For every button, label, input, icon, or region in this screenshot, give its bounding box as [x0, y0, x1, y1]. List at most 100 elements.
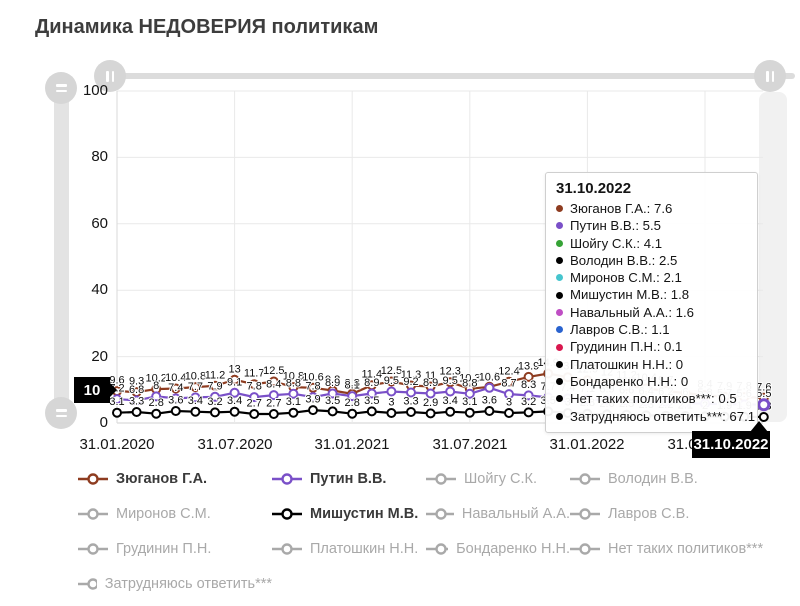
svg-text:10.6: 10.6	[479, 371, 500, 383]
svg-text:2.9: 2.9	[423, 397, 438, 409]
svg-text:3.4: 3.4	[443, 395, 458, 407]
horizontal-zoom-track[interactable]	[108, 73, 795, 79]
svg-text:12.3: 12.3	[439, 366, 460, 378]
grip-horizontal-icon	[55, 84, 67, 92]
x-tick-label: 31.01.2020	[79, 436, 155, 453]
legend-item-label: Платошкин Н.Н.	[310, 540, 419, 557]
legend-marker-icon	[272, 507, 302, 520]
svg-text:8.9: 8.9	[364, 377, 379, 389]
svg-text:3.2: 3.2	[521, 396, 536, 408]
legend-item[interactable]: Платошкин Н.Н.	[272, 531, 426, 566]
legend-item-label: Миронов С.М.	[116, 505, 211, 522]
svg-text:3.3: 3.3	[129, 396, 144, 408]
svg-text:11.2: 11.2	[205, 369, 226, 381]
tooltip-item-text: Лавров С.В.: 1.1	[570, 322, 670, 338]
tooltip-item: Лавров С.В.: 1.1	[556, 321, 747, 338]
svg-text:2.7: 2.7	[247, 398, 262, 410]
legend-item[interactable]: Мишустин М.В.	[272, 496, 426, 531]
legend-item[interactable]: Нет таких политиков***	[570, 531, 800, 566]
x-tick-label: 31.01.2021	[314, 436, 390, 453]
tooltip-item-text: Навальный А.А.: 1.6	[570, 304, 694, 320]
series-bullet-icon	[556, 395, 563, 403]
svg-text:3.1: 3.1	[286, 396, 301, 408]
legend-marker-icon	[78, 472, 108, 485]
svg-text:7.8: 7.8	[247, 381, 262, 393]
tooltip-item-text: Мишустин М.В.: 1.8	[570, 287, 690, 303]
legend-item[interactable]: Навальный А.А.	[426, 496, 570, 531]
value-axis-band	[759, 92, 787, 422]
x-axis-hover-label: 31.10.2022	[692, 421, 770, 458]
legend-marker-icon	[78, 507, 108, 520]
legend-marker-icon	[78, 542, 108, 555]
tooltip-item: Платошкин Н.Н.: 0	[556, 356, 747, 373]
y-tick-label: 40	[91, 281, 108, 298]
zoom-handle-right[interactable]	[754, 60, 786, 92]
legend-item[interactable]: Зюганов Г.А.	[78, 461, 272, 496]
y-tick-label: 60	[91, 215, 108, 232]
svg-text:10.3: 10.3	[459, 372, 480, 384]
tooltip-item: Бондаренко Н.Н.: 0	[556, 373, 747, 390]
y-axis-hover-value: 10	[83, 381, 101, 399]
svg-text:10.8: 10.8	[283, 371, 304, 383]
legend-marker-icon	[426, 542, 449, 555]
svg-text:9.5: 9.5	[384, 375, 399, 387]
tooltip-item-text: Бондаренко Н.Н.: 0	[570, 373, 689, 389]
svg-text:2.8: 2.8	[345, 397, 360, 409]
y-tick-label: 20	[91, 348, 108, 365]
svg-text:10.4: 10.4	[165, 372, 186, 384]
zoom-handle-left[interactable]	[94, 60, 126, 92]
legend-item-label: Лавров С.В.	[608, 505, 690, 522]
legend-item-label: Бондаренко Н.Н.	[456, 540, 570, 557]
tooltip-item-text: Зюганов Г.А.: 7.6	[570, 201, 673, 216]
legend-item[interactable]: Миронов С.М.	[78, 496, 272, 531]
legend-item-label: Шойгу С.К.	[464, 470, 537, 487]
svg-text:7.4: 7.4	[168, 382, 183, 394]
svg-text:3.1: 3.1	[109, 396, 124, 408]
tooltip-item-text: Миронов С.М.: 2.1	[570, 270, 682, 286]
legend-marker-icon	[570, 542, 600, 555]
legend-item[interactable]: Володин В.В.	[570, 461, 800, 496]
legend-item[interactable]: Бондаренко Н.Н.	[426, 531, 570, 566]
svg-text:10.2: 10.2	[145, 373, 166, 385]
y-axis-hover-label: 10	[74, 377, 117, 403]
svg-text:3: 3	[388, 397, 394, 409]
svg-text:3.6: 3.6	[482, 395, 497, 407]
tooltip-item-text: Путин В.В.: 5.5	[570, 218, 662, 234]
svg-text:8.8: 8.8	[462, 377, 477, 389]
legend-marker-icon	[426, 507, 454, 520]
series-bullet-icon	[556, 274, 563, 282]
series-bullet-icon	[556, 291, 563, 299]
x-tick-label: 31.07.2021	[432, 436, 508, 453]
tooltip-item: Грудинин П.Н.: 0.1	[556, 338, 747, 355]
legend-item[interactable]: Лавров С.В.	[570, 496, 800, 531]
svg-text:7.6: 7.6	[756, 381, 771, 393]
svg-text:9.2: 9.2	[403, 376, 418, 388]
value-zoom-handle-top[interactable]	[45, 72, 77, 104]
value-zoom-handle-bottom[interactable]	[45, 397, 77, 429]
legend-marker-icon	[426, 472, 456, 485]
tooltip-item: Шойгу С.К.: 4.1	[556, 235, 747, 252]
legend-item[interactable]: Грудинин П.Н.	[78, 531, 272, 566]
vertical-zoom-track[interactable]	[54, 86, 69, 414]
svg-text:3.5: 3.5	[364, 395, 379, 407]
chart-tooltip: 31.10.2022 Зюганов Г.А.: 7.6 Путин В.В.:…	[545, 172, 758, 433]
svg-text:11: 11	[425, 370, 436, 382]
tooltip-item-text: Володин В.В.: 2.5	[570, 252, 678, 268]
legend-item[interactable]: Шойгу С.К.	[426, 461, 570, 496]
svg-text:11.4: 11.4	[362, 369, 383, 381]
svg-text:3.3: 3.3	[403, 396, 418, 408]
tooltip-item: Путин В.В.: 5.5	[556, 217, 747, 234]
svg-text:2.7: 2.7	[266, 398, 281, 410]
series-bullet-icon	[556, 239, 563, 247]
y-tick-label: 0	[99, 414, 108, 431]
legend: Зюганов Г.А. Путин В.В. Шойгу С.К. Волод…	[0, 461, 800, 601]
svg-text:9.5: 9.5	[443, 375, 458, 387]
legend-item[interactable]: Путин В.В.	[272, 461, 426, 496]
svg-text:7.8: 7.8	[305, 381, 320, 393]
legend-item[interactable]: Затрудняюсь ответить***	[78, 566, 272, 601]
svg-text:3.2: 3.2	[207, 396, 222, 408]
legend-item-label: Затрудняюсь ответить***	[104, 575, 272, 592]
legend-item-label: Мишустин М.В.	[310, 505, 419, 522]
legend-item-label: Навальный А.А.	[461, 505, 570, 522]
y-tick-label: 80	[91, 148, 108, 165]
